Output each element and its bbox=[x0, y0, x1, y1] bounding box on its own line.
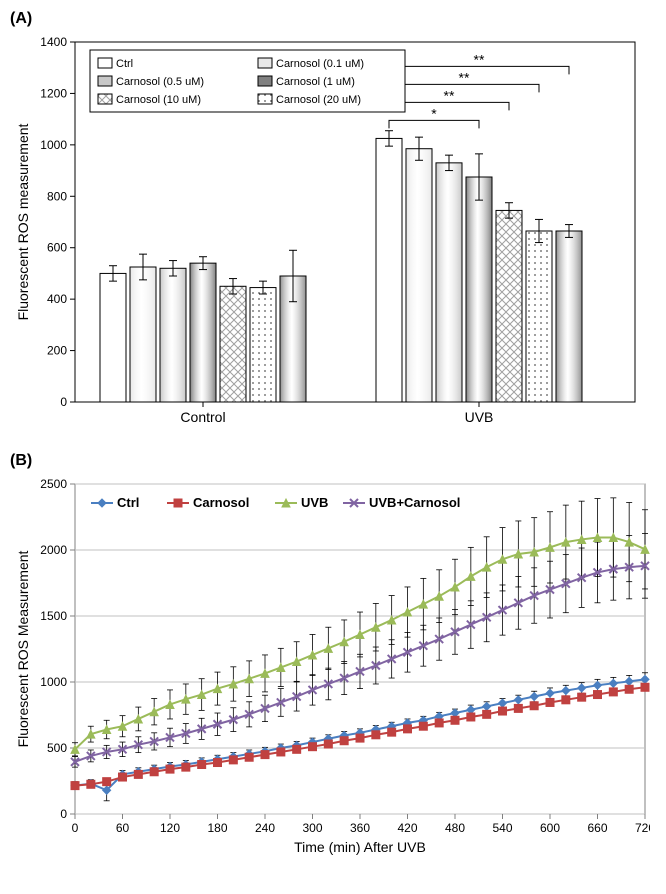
svg-text:1500: 1500 bbox=[40, 609, 67, 623]
svg-text:Fluorescent ROS measurement: Fluorescent ROS measurement bbox=[15, 123, 31, 320]
svg-text:120: 120 bbox=[160, 821, 180, 835]
svg-text:Carnosol (0.1 uM): Carnosol (0.1 uM) bbox=[276, 58, 364, 70]
svg-text:Carnosol: Carnosol bbox=[193, 495, 249, 510]
svg-text:720: 720 bbox=[635, 821, 650, 835]
svg-text:0: 0 bbox=[72, 821, 79, 835]
svg-text:Carnosol (20 uM): Carnosol (20 uM) bbox=[276, 94, 361, 106]
svg-text:0: 0 bbox=[60, 807, 67, 821]
svg-text:1200: 1200 bbox=[40, 86, 67, 100]
panel-a-label: (A) bbox=[10, 10, 656, 28]
svg-text:60: 60 bbox=[116, 821, 130, 835]
panel-b-container: (B) 0 500 1000 1500 2000 2500 0 60 120 180 240 300 3… bbox=[10, 452, 656, 864]
svg-text:480: 480 bbox=[445, 821, 465, 835]
svg-text:180: 180 bbox=[207, 821, 227, 835]
svg-text:600: 600 bbox=[540, 821, 560, 835]
svg-text:660: 660 bbox=[587, 821, 607, 835]
svg-text:200: 200 bbox=[47, 344, 67, 358]
svg-text:1400: 1400 bbox=[40, 35, 67, 49]
svg-text:UVB: UVB bbox=[465, 409, 494, 425]
svg-text:Carnosol (0.5 uM): Carnosol (0.5 uM) bbox=[116, 76, 204, 88]
svg-text:UVB+Carnosol: UVB+Carnosol bbox=[369, 495, 460, 510]
svg-text:2000: 2000 bbox=[40, 543, 67, 557]
svg-text:UVB: UVB bbox=[301, 495, 328, 510]
svg-text:0: 0 bbox=[60, 395, 67, 409]
svg-text:2500: 2500 bbox=[40, 477, 67, 491]
svg-text:540: 540 bbox=[492, 821, 512, 835]
svg-text:240: 240 bbox=[255, 821, 275, 835]
svg-text:Ctrl: Ctrl bbox=[117, 495, 139, 510]
svg-text:360: 360 bbox=[350, 821, 370, 835]
panel-a-container: (A) 0 200 400 600 800 1000 1200 1400 Fluorescent… bbox=[10, 10, 656, 432]
svg-text:300: 300 bbox=[302, 821, 322, 835]
svg-text:Carnosol (10 uM): Carnosol (10 uM) bbox=[116, 94, 201, 106]
svg-text:Fluorescent ROS Measurement: Fluorescent ROS Measurement bbox=[15, 550, 31, 747]
svg-text:*: * bbox=[431, 105, 437, 121]
bar-chart: 0 200 400 600 800 1000 1200 1400 Fluorescent ROS… bbox=[10, 32, 650, 432]
svg-text:Ctrl: Ctrl bbox=[116, 58, 133, 70]
svg-text:1000: 1000 bbox=[40, 138, 67, 152]
svg-text:**: ** bbox=[444, 87, 455, 103]
panel-b-label: (B) bbox=[10, 452, 656, 470]
svg-text:400: 400 bbox=[47, 292, 67, 306]
svg-text:420: 420 bbox=[397, 821, 417, 835]
svg-text:Carnosol (1 uM): Carnosol (1 uM) bbox=[276, 76, 355, 88]
svg-text:500: 500 bbox=[47, 741, 67, 755]
line-chart: 0 500 1000 1500 2000 2500 0 60 120 180 240 300 360 42… bbox=[10, 474, 650, 864]
svg-text:1000: 1000 bbox=[40, 675, 67, 689]
svg-text:600: 600 bbox=[47, 241, 67, 255]
svg-text:**: ** bbox=[459, 69, 470, 85]
svg-text:Control: Control bbox=[180, 409, 225, 425]
svg-text:**: ** bbox=[474, 51, 485, 67]
svg-text:Time (min) After UVB: Time (min) After UVB bbox=[294, 839, 426, 855]
svg-text:800: 800 bbox=[47, 189, 67, 203]
